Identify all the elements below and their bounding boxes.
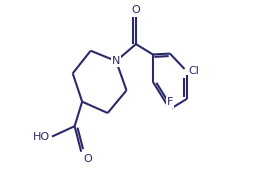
Text: N: N (112, 56, 120, 66)
Text: HO: HO (33, 132, 50, 142)
Text: Cl: Cl (189, 66, 200, 76)
Text: O: O (83, 154, 92, 164)
Text: F: F (167, 97, 173, 107)
Text: O: O (131, 5, 140, 15)
